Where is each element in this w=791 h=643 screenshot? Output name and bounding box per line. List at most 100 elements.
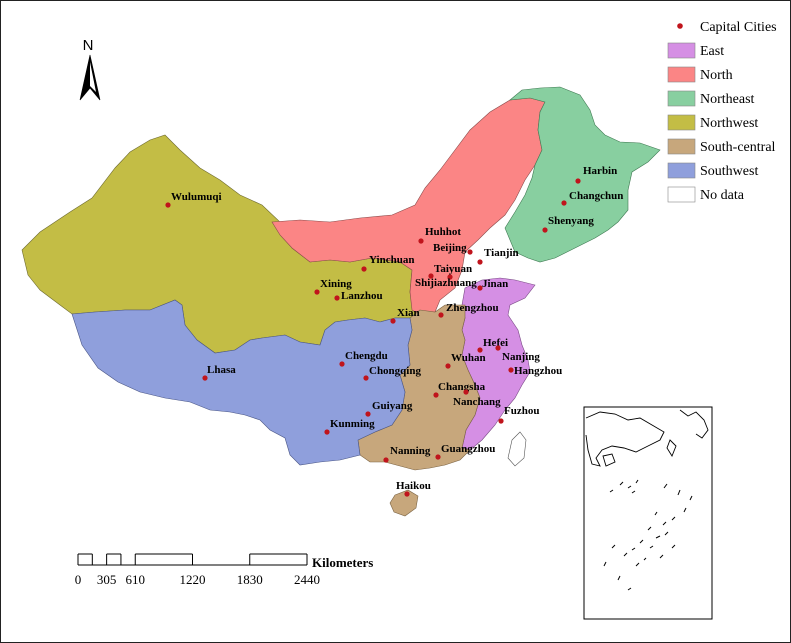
- city-label-lhasa: Lhasa: [207, 364, 236, 376]
- region-hainan: [389, 489, 419, 517]
- legend-swatch-capital-cities: [677, 23, 683, 29]
- city-label-nanning: Nanning: [390, 445, 431, 457]
- inset-island-mark: [664, 531, 669, 536]
- scale-bar-line: [77, 553, 308, 566]
- capital-marker-jinan: [477, 285, 483, 291]
- inset-islands: [603, 479, 693, 591]
- inset-island-mark: [643, 557, 647, 561]
- legend-label-capital-cities: Capital Cities: [700, 20, 777, 35]
- inset-island-mark: [635, 562, 640, 567]
- inset-island-mark: [662, 521, 667, 526]
- inset-island-mark: [659, 554, 664, 559]
- capital-marker-guiyang: [365, 411, 371, 417]
- inset-island-mark: [609, 489, 614, 493]
- capital-marker-changchun: [561, 200, 567, 206]
- region-northeast: [504, 86, 661, 263]
- inset-island-mark: [649, 545, 654, 549]
- inset-taiwan: [666, 439, 677, 457]
- capital-marker-nanning: [383, 457, 389, 463]
- capital-marker-changsha: [433, 392, 439, 398]
- city-label-hefei: Hefei: [483, 337, 508, 349]
- capital-marker-harbin: [575, 178, 581, 184]
- capital-marker-wulumuqi: [165, 202, 171, 208]
- capital-marker-kunming: [324, 429, 330, 435]
- capital-marker-hefei: [477, 347, 483, 353]
- city-label-tianjin: Tianjin: [484, 247, 519, 259]
- inset-island-mark: [635, 479, 639, 484]
- capital-marker-shijiazhuang: [447, 274, 453, 280]
- inset-island-mark: [627, 485, 632, 489]
- city-label-huhhot: Huhhot: [425, 226, 461, 238]
- legend-swatch-south-central: [667, 138, 696, 155]
- city-label-lanzhou: Lanzhou: [341, 290, 383, 302]
- inset-island-mark: [627, 587, 632, 591]
- city-label-nanjing: Nanjing: [502, 351, 540, 363]
- city-label-chongqing: Chongqing: [369, 365, 421, 377]
- scale-tick-label: 610: [126, 572, 146, 587]
- legend: Capital Cities East North Northeast Northwes…: [667, 20, 777, 203]
- scale-tick-label: 0: [75, 572, 82, 587]
- inset-hainan: [602, 453, 616, 467]
- city-label-jinan: Jinan: [482, 278, 508, 290]
- inset-island-mark: [603, 561, 607, 567]
- capital-marker-lanzhou: [334, 295, 340, 301]
- city-label-fuzhou: Fuzhou: [504, 405, 539, 417]
- city-label-guangzhou: Guangzhou: [441, 443, 495, 455]
- legend-label-south-central: South-central: [700, 140, 776, 155]
- city-label-shenyang: Shenyang: [548, 215, 594, 227]
- inset-island-mark: [655, 535, 661, 539]
- inset-island-mark: [647, 526, 652, 531]
- south-china-sea-inset: [583, 406, 713, 620]
- inset-island-mark: [631, 547, 636, 551]
- capital-cities-layer: Harbin Changchun Shenyang Wulumuqi Huhhot Bei…: [165, 165, 623, 497]
- capital-marker-xining: [314, 289, 320, 295]
- capital-marker-lhasa: [202, 375, 208, 381]
- legend-swatch-southwest: [667, 162, 696, 179]
- legend-label-north: North: [700, 68, 733, 83]
- capital-marker-shenyang: [542, 227, 548, 233]
- inset-coast-north: [679, 409, 709, 439]
- city-label-haikou: Haikou: [396, 480, 431, 492]
- city-label-xian: Xian: [397, 307, 420, 319]
- legend-label-east: East: [700, 44, 724, 59]
- inset-island-mark: [654, 511, 658, 516]
- capital-marker-hangzhou: [508, 367, 514, 373]
- region-taiwan: [507, 431, 527, 467]
- legend-swatch-no-data: [667, 186, 696, 203]
- city-label-zhengzhou: Zhengzhou: [446, 302, 499, 314]
- city-label-kunming: Kunming: [330, 418, 375, 430]
- capital-marker-nanjing: [495, 345, 501, 351]
- inset-island-mark: [683, 507, 687, 513]
- inset-island-mark: [689, 495, 693, 501]
- inset-coastline: [585, 411, 665, 467]
- inset-island-mark: [617, 575, 621, 581]
- capital-marker-nanchang: [463, 389, 469, 395]
- city-label-wuhan: Wuhan: [451, 352, 486, 364]
- capital-marker-chongqing: [363, 375, 369, 381]
- city-label-wulumuqi: Wulumuqi: [171, 191, 222, 203]
- capital-marker-taiyuan: [428, 273, 434, 279]
- inset-island-mark: [623, 552, 628, 557]
- scale-tick-label: 305: [97, 572, 117, 587]
- capital-marker-guangzhou: [435, 454, 441, 460]
- capital-marker-fuzhou: [498, 418, 504, 424]
- city-label-xining: Xining: [320, 278, 352, 290]
- city-label-taiyuan: Taiyuan: [434, 263, 472, 275]
- legend-swatch-north: [667, 66, 696, 83]
- city-label-changsha: Changsha: [438, 381, 486, 393]
- scale-tick-label: 2440: [294, 572, 320, 587]
- capital-marker-wuhan: [445, 363, 451, 369]
- city-label-shijiazhuang: Shijiazhuang: [415, 277, 477, 289]
- city-label-harbin: Harbin: [583, 165, 617, 177]
- inset-island-mark: [631, 490, 636, 494]
- legend-label-southwest: Southwest: [700, 164, 758, 179]
- city-label-chengdu: Chengdu: [345, 350, 388, 362]
- city-label-nanchang: Nanchang: [453, 396, 501, 408]
- city-label-guiyang: Guiyang: [372, 400, 413, 412]
- inset-island-mark: [677, 489, 681, 496]
- scale-bar-title: Kilometers: [312, 555, 373, 570]
- legend-label-no-data: No data: [700, 188, 745, 203]
- capital-marker-xian: [390, 318, 396, 324]
- capital-marker-tianjin: [477, 259, 483, 265]
